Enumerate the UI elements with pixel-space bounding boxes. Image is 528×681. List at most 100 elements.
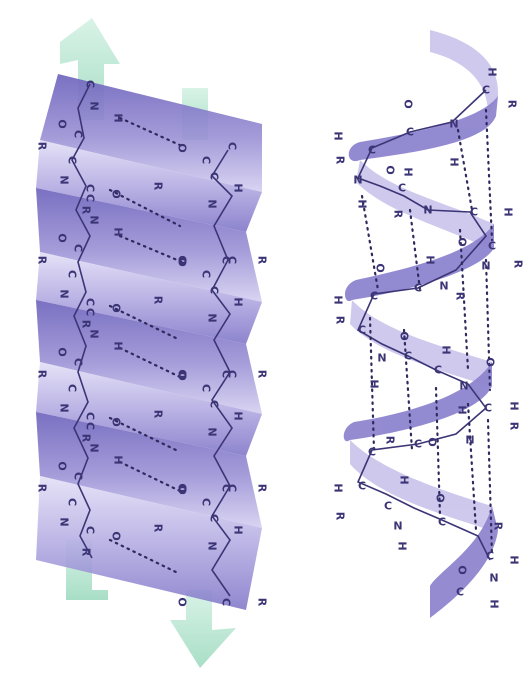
atom-carbon: C [208,172,221,180]
atom-carbon: C [226,484,239,492]
helix-hydrogen-bonds [360,108,494,558]
atom-oxygen: O [374,263,387,272]
atom-hydrogen: H [398,475,411,484]
atom-oxygen: O [176,483,189,492]
atom-oxygen: O [110,303,123,312]
atom-nitrogen: N [58,403,71,412]
atom-carbon: C [438,516,446,529]
atom-oxygen: O [176,597,189,606]
atom-hydrogen: H [332,131,345,140]
atom-hydrogen: H [486,67,499,76]
beta-pleated-sheet: CNHOCRCNCORCOCHCNRRCOCNHOCRCNCORCOCHCNRR… [36,18,269,668]
atom-side-chain: R [392,210,405,219]
atom-carbon: C [72,358,85,366]
atom-side-chain: R [508,422,521,431]
atom-carbon: C [368,144,376,157]
atom-nitrogen: N [58,289,71,298]
atom-side-chain: R [334,512,347,521]
atom-nitrogen: N [206,427,219,436]
atom-carbon: C [370,290,378,303]
atom-side-chain: R [454,292,467,301]
atom-carbon: C [226,142,239,150]
strand-arrow-up-icon [60,18,120,120]
atom-nitrogen: N [459,380,468,393]
atom-oxygen: O [384,165,397,174]
atom-side-chain: R [256,484,269,493]
sheet-hydrogen-bonds [108,116,184,576]
atom-oxygen: O [402,99,415,108]
atom-nitrogen: N [465,434,474,447]
atom-side-chain: R [36,256,49,265]
atom-hydrogen: H [396,541,409,550]
atom-nitrogen: N [439,280,448,293]
atom-nitrogen: N [88,101,101,110]
atom-side-chain: R [80,434,93,443]
atom-carbon: C [66,156,79,164]
atom-side-chain: R [152,182,165,191]
atom-carbon: C [84,308,97,316]
atom-oxygen: O [484,357,497,366]
atom-carbon: C [358,480,366,493]
atom-oxygen: O [176,371,189,380]
atom-oxygen: O [56,119,69,128]
atom-nitrogen: N [377,352,386,365]
atom-carbon: C [84,80,97,88]
atom-hydrogen: H [232,411,245,420]
atom-side-chain: R [152,524,165,533]
atom-hydrogen: H [440,345,453,354]
atom-hydrogen: H [112,341,125,350]
atom-carbon: C [368,446,376,459]
atom-hydrogen: H [332,295,345,304]
atom-side-chain: R [256,256,269,265]
atom-carbon: C [220,370,233,378]
atom-carbon: C [200,270,213,278]
atom-side-chain: R [152,410,165,419]
atom-carbon: C [66,270,79,278]
atom-side-chain: R [36,484,49,493]
atom-hydrogen: H [488,599,501,608]
atom-carbon: C [434,364,442,377]
atom-hydrogen: H [508,555,521,564]
atom-carbon: C [226,370,239,378]
atom-nitrogen: N [489,572,498,585]
atom-hydrogen: H [424,255,437,264]
atom-side-chain: R [256,370,269,379]
atom-carbon: C [84,184,97,192]
atom-side-chain: R [512,260,525,269]
atom-hydrogen: H [112,455,125,464]
helix-ribbon-front [343,96,498,618]
atom-carbon: C [488,240,496,253]
atom-nitrogen: N [206,313,219,322]
atom-hydrogen: H [508,401,521,410]
atom-side-chain: R [36,142,49,151]
helix-ribbon-back [350,30,499,530]
atom-oxygen: O [434,493,447,502]
atom-carbon: C [470,206,478,219]
atom-hydrogen: H [368,379,381,388]
atom-carbon: C [220,256,233,264]
atom-carbon: C [404,350,412,363]
atom-oxygen: O [110,189,123,198]
atom-carbon: C [398,182,406,195]
atom-side-chain: R [506,100,519,109]
atom-nitrogen: N [353,174,362,187]
atom-side-chain: R [36,370,49,379]
atom-nitrogen: N [206,541,219,550]
atom-side-chain: R [80,548,93,557]
atom-carbon: C [200,384,213,392]
atom-hydrogen: H [332,483,345,492]
atom-carbon: C [208,286,221,294]
atom-carbon: C [72,130,85,138]
atom-oxygen: O [176,485,189,494]
atom-oxygen: O [176,255,189,264]
atom-carbon: C [84,298,97,306]
atom-hydrogen: H [456,405,469,414]
atom-nitrogen: N [449,118,458,131]
atom-hydrogen: H [232,525,245,534]
atom-carbon: C [484,402,492,415]
atom-oxygen: O [110,417,123,426]
atom-carbon: C [486,550,494,563]
